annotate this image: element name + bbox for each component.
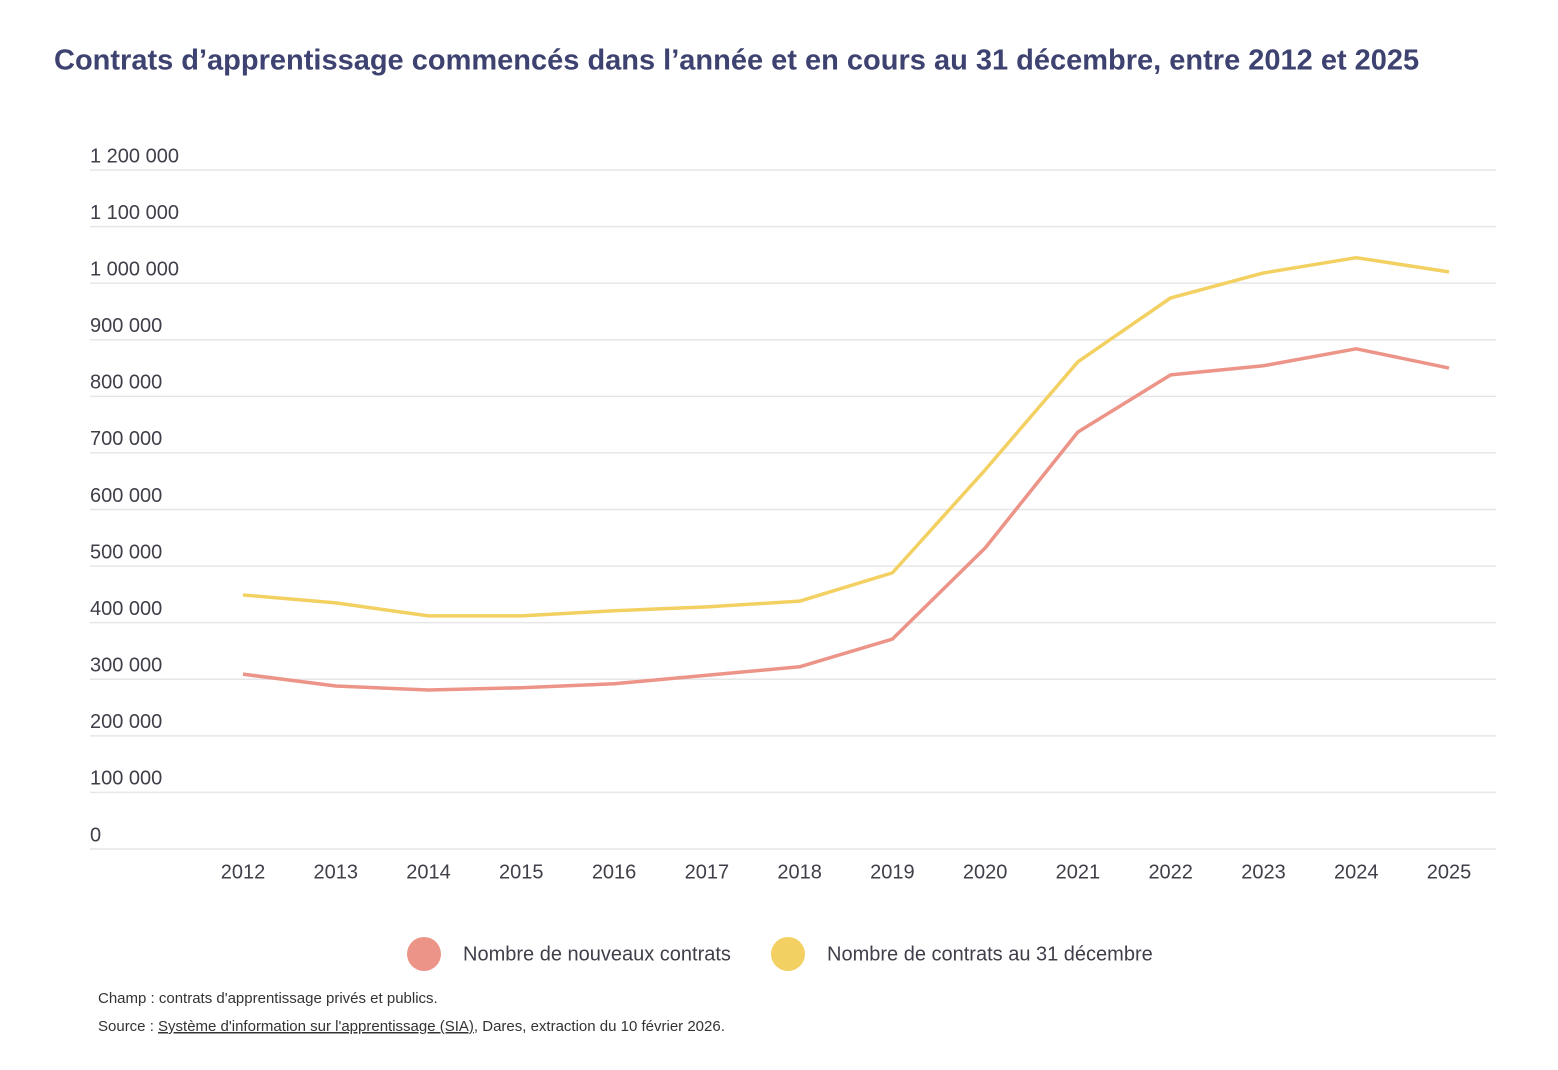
note-source: Source : Système d'information sur l'app… (98, 1018, 725, 1035)
y-tick-label: 700 000 (90, 428, 162, 450)
y-tick-label: 400 000 (90, 598, 162, 620)
x-tick-label: 2023 (1241, 861, 1286, 883)
x-tick-label: 2021 (1056, 861, 1101, 883)
series-line (242, 255, 1450, 618)
y-tick-label: 200 000 (90, 711, 162, 733)
source-link[interactable]: Système d'information sur l'apprentissag… (158, 1018, 474, 1035)
x-tick-label: 2024 (1334, 861, 1379, 883)
source-prefix: Source : (98, 1018, 158, 1035)
y-tick-label: 100 000 (90, 768, 162, 790)
note-field: Champ : contrats d'apprentissage privés … (98, 990, 438, 1007)
x-tick-label: 2020 (963, 861, 1008, 883)
x-tick-label: 2018 (777, 861, 822, 883)
x-tick-label: 2015 (499, 861, 544, 883)
y-tick-label: 0 (90, 824, 101, 846)
y-tick-label: 900 000 (90, 315, 162, 337)
x-tick-label: 2012 (221, 861, 266, 883)
y-tick-label: 1 100 000 (90, 202, 179, 224)
y-tick-label: 800 000 (90, 372, 162, 394)
legend-swatch (771, 937, 805, 971)
y-tick-label: 600 000 (90, 485, 162, 507)
series-line (242, 347, 1450, 692)
legend-label: Nombre de nouveaux contrats (463, 943, 731, 965)
y-tick-label: 1 200 000 (90, 145, 179, 167)
source-suffix: , Dares, extraction du 10 février 2026. (474, 1018, 725, 1035)
y-tick-label: 1 000 000 (90, 258, 179, 280)
x-tick-label: 2013 (314, 861, 359, 883)
x-tick-label: 2019 (870, 861, 915, 883)
legend-swatch (407, 937, 441, 971)
x-tick-label: 2014 (406, 861, 451, 883)
x-tick-label: 2025 (1427, 861, 1472, 883)
x-tick-label: 2016 (592, 861, 637, 883)
y-tick-label: 500 000 (90, 541, 162, 563)
legend-label: Nombre de contrats au 31 décembre (827, 943, 1153, 965)
x-tick-label: 2017 (685, 861, 730, 883)
y-tick-label: 300 000 (90, 655, 162, 677)
x-tick-label: 2022 (1148, 861, 1193, 883)
chart-title: Contrats d’apprentissage commencés dans … (54, 45, 1419, 77)
